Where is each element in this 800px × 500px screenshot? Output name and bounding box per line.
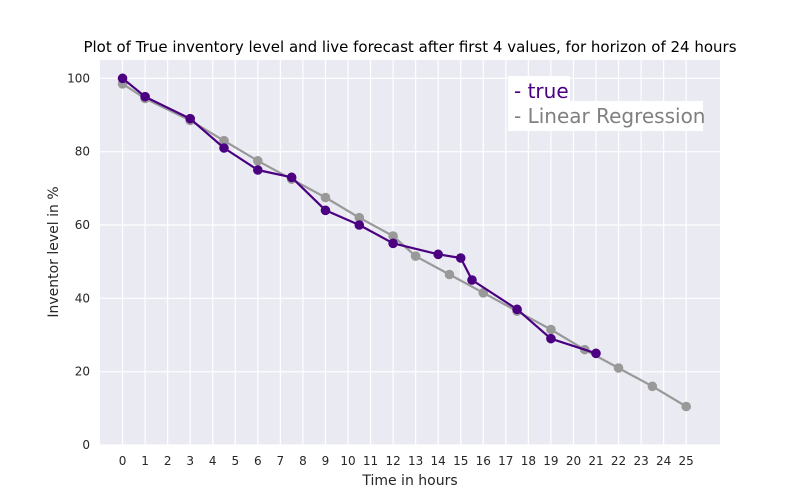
x-tick-label: 22 <box>611 454 626 468</box>
data-point-linear-regression <box>444 269 455 280</box>
x-tick-label: 17 <box>498 454 513 468</box>
data-point-true <box>185 113 195 124</box>
x-axis-label: Time in hours <box>361 473 457 489</box>
x-tick-label: 19 <box>543 454 558 468</box>
x-tick-label: 4 <box>209 454 217 468</box>
x-tick-label: 14 <box>431 454 446 468</box>
x-tick-label: 23 <box>633 454 648 468</box>
x-tick-label: 20 <box>566 454 581 468</box>
x-tick-label: 18 <box>521 454 536 468</box>
series-true <box>117 73 601 359</box>
x-tick-label: 12 <box>385 454 400 468</box>
data-point-true <box>140 91 150 102</box>
data-point-linear-regression <box>410 251 421 261</box>
x-tick-label: 6 <box>254 454 262 468</box>
x-tick-label: 0 <box>119 454 127 468</box>
x-tick-label: 2 <box>164 454 172 468</box>
x-tick-label: 9 <box>322 454 330 468</box>
data-point-true <box>591 348 601 359</box>
y-tick-label: 0 <box>82 438 90 452</box>
x-tick-label: 8 <box>299 454 307 468</box>
y-tick-label: 100 <box>67 71 90 85</box>
legend-box <box>508 76 570 103</box>
data-point-linear-regression <box>647 381 658 392</box>
legend-box <box>508 101 703 131</box>
series-layer <box>117 73 691 412</box>
data-point-true <box>433 249 443 260</box>
chart-title: Plot of True inventory level and live fo… <box>83 38 736 56</box>
data-point-true <box>455 253 466 263</box>
y-tick-label: 60 <box>75 218 90 232</box>
x-tick-label: 7 <box>277 454 285 468</box>
data-point-linear-regression <box>613 363 624 373</box>
ticks: 0 1 2 3 4 5 6 7 8 9 10 11 12 13 14 15 16 17 18 19 20 21 22 23 24… <box>67 71 694 468</box>
data-point-true <box>546 333 556 344</box>
x-tick-label: 11 <box>363 454 378 468</box>
data-point-linear-regression <box>320 192 331 203</box>
legend-entry-true: - true <box>514 79 569 103</box>
data-point-linear-regression <box>388 231 398 241</box>
x-tick-label: 21 <box>588 454 603 468</box>
legend-entry-linear-regression: - Linear Regression <box>514 104 705 128</box>
data-point-true <box>354 220 365 230</box>
data-point-true <box>117 73 128 84</box>
x-tick-label: 5 <box>231 454 239 468</box>
data-point-linear-regression <box>681 401 691 412</box>
data-point-linear-regression <box>478 288 489 298</box>
legend: - true - Linear Regression <box>508 76 705 131</box>
x-tick-label: 3 <box>186 454 194 468</box>
y-tick-label: 40 <box>75 291 90 305</box>
x-tick-label: 1 <box>141 454 149 468</box>
y-tick-label: 80 <box>75 145 90 159</box>
x-tick-label: 15 <box>453 454 468 468</box>
y-tick-label: 20 <box>75 365 90 379</box>
y-axis-label: Inventor level in % <box>46 186 62 317</box>
x-tick-label: 25 <box>679 454 694 468</box>
x-tick-label: 24 <box>656 454 671 468</box>
data-point-true <box>388 238 398 249</box>
data-point-true <box>219 143 229 153</box>
x-tick-label: 10 <box>340 454 355 468</box>
data-point-linear-regression <box>253 156 263 166</box>
data-point-linear-regression <box>354 212 365 223</box>
data-point-linear-regression <box>219 135 229 146</box>
data-point-true <box>286 172 297 183</box>
x-tick-label: 16 <box>476 454 491 468</box>
data-point-true <box>320 205 331 216</box>
data-point-linear-regression <box>546 324 556 335</box>
data-point-true <box>467 275 477 285</box>
x-tick-label: 13 <box>408 454 423 468</box>
data-point-true <box>512 304 522 315</box>
data-point-true <box>253 165 263 175</box>
